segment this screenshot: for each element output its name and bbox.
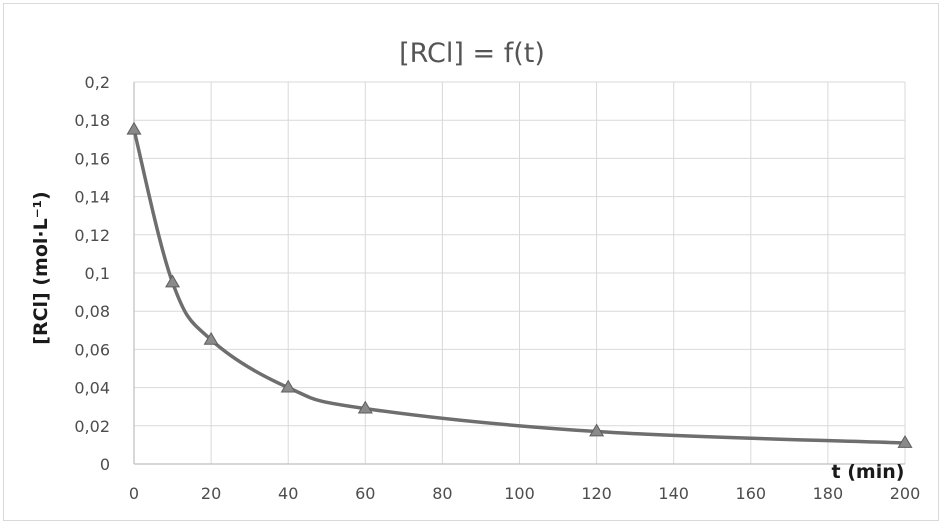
y-tick-label: 0,18: [74, 111, 110, 130]
data-point: [126, 121, 142, 135]
x-tick-label: 160: [736, 484, 767, 503]
x-tick-label: 60: [355, 484, 375, 503]
x-tick-label: 40: [278, 484, 298, 503]
x-tick-label: 180: [813, 484, 844, 503]
y-tick-label: 0,14: [74, 188, 110, 207]
series-markers: [126, 121, 913, 448]
y-tick-label: 0,02: [74, 417, 110, 436]
data-point: [589, 423, 605, 437]
grid-layer: [134, 81, 906, 464]
data-point: [280, 379, 296, 393]
x-axis-title: t (min): [832, 461, 905, 483]
data-point: [897, 435, 913, 448]
x-tick-label: 200: [890, 484, 921, 503]
data-point: [203, 331, 219, 345]
y-axis-title: [RCl] (mol·L⁻¹): [30, 191, 52, 344]
y-tick-label: 0,04: [74, 379, 110, 398]
data-point: [357, 400, 373, 414]
y-tick-label: 0,06: [74, 340, 110, 359]
chart-title: [RCl] = f(t): [399, 38, 545, 69]
x-tick-label: 140: [658, 484, 689, 503]
y-tick-label: 0: [100, 455, 110, 474]
y-tick-label: 0,08: [74, 302, 110, 321]
y-tick-label: 0,1: [85, 264, 110, 283]
x-tick-label: 100: [504, 484, 535, 503]
x-tick-label: 20: [201, 484, 221, 503]
y-tick-label: 0,2: [85, 73, 110, 92]
y-tick-label: 0,16: [74, 149, 110, 168]
data-point: [165, 274, 181, 288]
x-tick-label: 0: [129, 484, 139, 503]
y-tick-label: 0,12: [74, 226, 110, 245]
tick-labels: 0 0,02 0,04 0,06 0,08 0,1 0,12 0,14 0,16 0,18 0,2 0…: [74, 73, 920, 503]
axis-layer: [133, 82, 905, 465]
x-tick-label: 80: [432, 484, 452, 503]
x-tick-label: 120: [581, 484, 612, 503]
